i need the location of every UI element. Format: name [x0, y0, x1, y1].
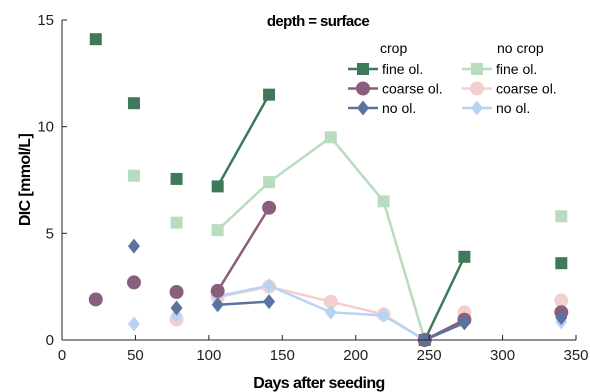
x-tick-label: 350: [563, 347, 588, 364]
legend-label: no ol.: [496, 100, 530, 116]
legend-entries: fine ol. coarse ol. no ol. fine ol. coarse o…: [348, 61, 557, 116]
data-point: [263, 88, 276, 101]
data-point: [555, 210, 568, 223]
data-point: [458, 250, 471, 263]
data-point: [211, 180, 224, 193]
y-ticks: 0 5 10 15: [37, 12, 67, 349]
diamond-marker-icon: [471, 100, 483, 116]
series-crop-fine-ol-: [89, 33, 568, 346]
legend-entry: coarse ol.: [348, 81, 443, 97]
data-point: [170, 172, 183, 185]
circle-marker-icon: [356, 81, 370, 96]
data-point: [88, 292, 103, 307]
diamond-marker-icon: [357, 100, 369, 116]
data-point: [555, 257, 568, 270]
series-line: [216, 94, 271, 188]
legend-label: coarse ol.: [382, 81, 443, 97]
data-point: [263, 278, 276, 294]
legend-entry: no ol.: [462, 100, 530, 116]
data-point: [263, 294, 276, 310]
x-tick-label: 0: [58, 347, 66, 364]
data-point: [554, 293, 569, 308]
y-axis-title: DIC [mmol/L]: [17, 134, 34, 227]
data-point: [262, 200, 277, 215]
circle-marker-icon: [470, 81, 484, 96]
square-marker-icon: [471, 63, 483, 75]
series-line: [423, 256, 466, 341]
data-point: [377, 195, 390, 208]
y-tick-label: 5: [46, 225, 54, 242]
legend-label: fine ol.: [496, 61, 537, 77]
data-point: [127, 238, 140, 254]
x-ticks: 0 50 100 150 200 250 300 350: [58, 335, 589, 364]
data-point: [126, 275, 141, 290]
series-line: [216, 207, 271, 292]
data-point: [170, 300, 183, 316]
legend-group-no-crop: no crop: [497, 40, 544, 56]
x-tick-label: 200: [343, 347, 368, 364]
data-point: [211, 297, 224, 313]
series-line: [217, 285, 426, 342]
data-point: [324, 131, 337, 144]
y-tick-label: 15: [37, 12, 54, 29]
series-crop-no-ol-: [127, 238, 568, 348]
series-line: [424, 321, 465, 342]
data-point: [263, 176, 276, 189]
x-tick-label: 300: [490, 347, 515, 364]
data-point: [377, 307, 390, 323]
data-point: [170, 216, 183, 229]
legend-label: coarse ol.: [496, 81, 557, 97]
y-tick-label: 0: [46, 332, 54, 349]
legend-entry: fine ol.: [348, 61, 423, 77]
data-point: [169, 285, 184, 299]
data-point: [323, 294, 338, 309]
series-line: [217, 300, 270, 307]
legend-label: fine ol.: [382, 61, 423, 77]
legend-label: no ol.: [382, 100, 416, 116]
legend: crop no crop fine ol.coarse ol.no ol.fin…: [348, 40, 557, 116]
data-point: [324, 304, 337, 320]
legend-group-crop: crop: [380, 40, 407, 56]
series-line: [217, 284, 426, 342]
x-tick-label: 100: [196, 347, 221, 364]
data-point: [127, 169, 140, 182]
legend-entry: no ol.: [348, 100, 416, 116]
x-axis-title: Days after seeding: [253, 375, 384, 392]
data-point: [89, 33, 102, 46]
x-tick-label: 250: [417, 347, 442, 364]
data-point: [458, 315, 471, 331]
legend-entry: fine ol.: [462, 61, 537, 77]
plot-area: [88, 33, 569, 348]
y-tick-label: 10: [37, 119, 54, 136]
axes: 0 50 100 150 200 250 300 350 0 5 10 15: [37, 12, 588, 364]
series-crop-coarse-ol-: [88, 200, 569, 347]
square-marker-icon: [357, 63, 369, 75]
data-point: [555, 310, 568, 326]
data-point: [127, 316, 140, 332]
series-no-crop-no-ol-: [127, 278, 568, 348]
chart-title: depth = surface: [267, 13, 370, 30]
data-point: [127, 97, 140, 110]
data-point: [210, 283, 225, 298]
legend-entry: coarse ol.: [462, 81, 557, 97]
x-tick-label: 50: [127, 347, 144, 364]
x-tick-label: 150: [270, 347, 295, 364]
data-point: [211, 224, 224, 237]
